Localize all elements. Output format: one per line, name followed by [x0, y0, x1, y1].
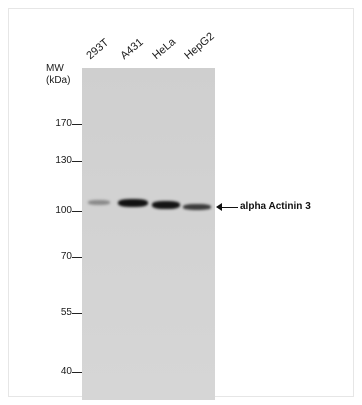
mw-tick — [72, 161, 82, 162]
western-blot-membrane — [82, 68, 215, 400]
arrow-left-icon — [216, 203, 222, 211]
band-a431 — [118, 199, 148, 207]
mw-marker-55: 55 — [40, 307, 86, 319]
target-protein-label: alpha Actinin 3 — [240, 201, 311, 212]
band-hepg2 — [183, 204, 211, 210]
mw-title-line2: (kDa) — [46, 75, 71, 86]
mw-title-line1: MW — [46, 63, 64, 74]
mw-title: MW (kDa) — [46, 63, 70, 87]
mw-marker-100: 100 — [40, 205, 86, 217]
mw-marker-40: 40 — [40, 366, 86, 378]
mw-marker-170: 170 — [40, 118, 86, 130]
mw-tick — [72, 124, 82, 125]
mw-marker-70: 70 — [40, 251, 86, 263]
arrow-line — [220, 207, 238, 208]
mw-tick — [72, 372, 82, 373]
mw-tick — [72, 313, 82, 314]
mw-tick — [72, 211, 82, 212]
mw-tick — [72, 257, 82, 258]
band-hela — [152, 201, 180, 209]
band-293t — [88, 200, 110, 205]
mw-marker-130: 130 — [40, 155, 86, 167]
